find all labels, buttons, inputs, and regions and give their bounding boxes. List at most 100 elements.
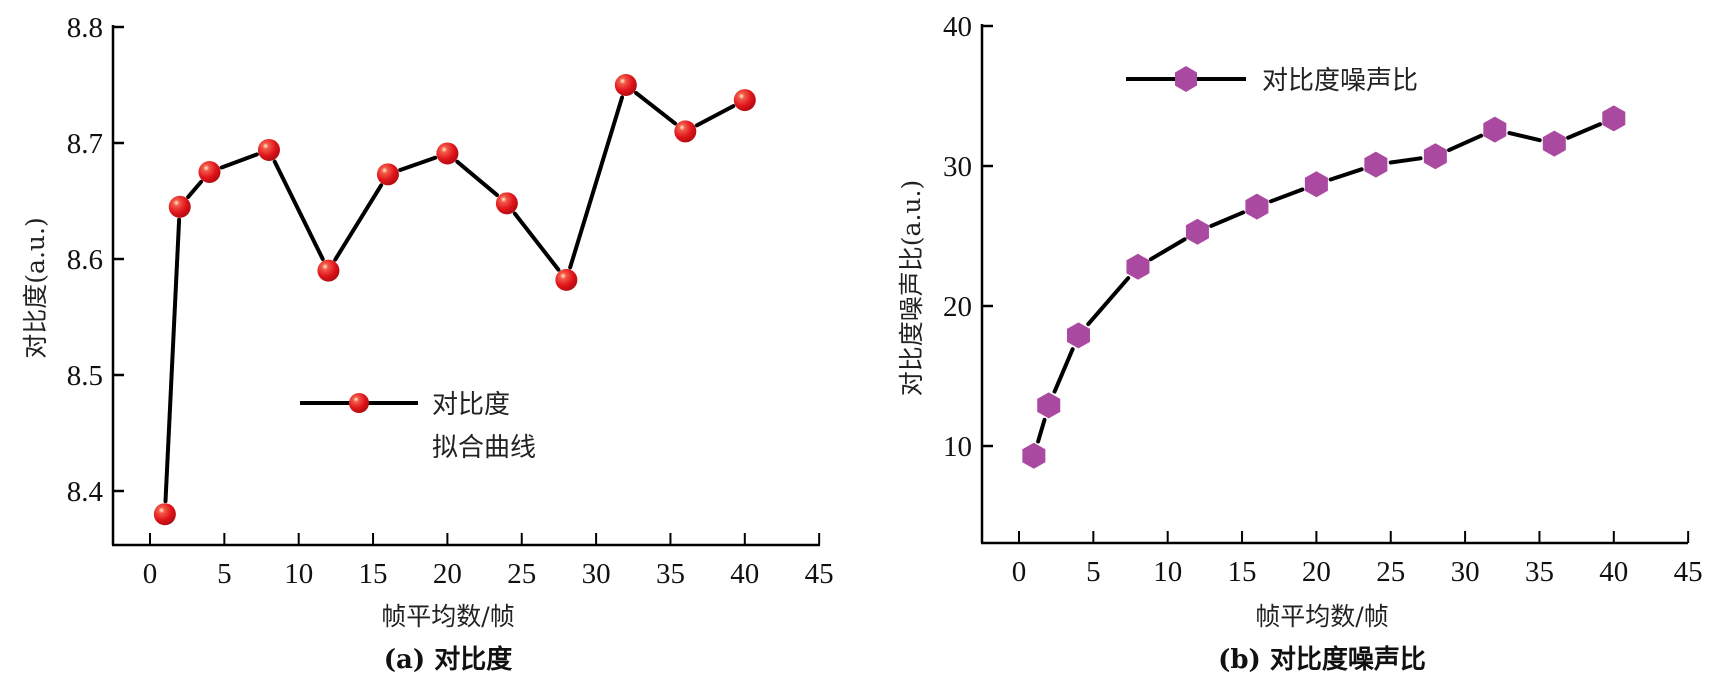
series-segment <box>163 217 182 504</box>
series-segment <box>1388 156 1423 165</box>
chart-a-points <box>153 74 756 526</box>
series-segment <box>512 211 561 272</box>
chart-a-x-axis-title: 帧平均数/帧 <box>381 602 514 631</box>
x-tick-label: 45 <box>805 558 834 590</box>
x-tick-label: 25 <box>507 558 536 590</box>
y-tick-label: 8.5 <box>67 360 103 392</box>
x-tick-label: 5 <box>217 558 232 590</box>
data-point-hexagon <box>1602 105 1626 132</box>
y-tick-label: 40 <box>943 11 972 43</box>
series-segment <box>1268 187 1305 204</box>
x-tick-label: 35 <box>1525 556 1554 588</box>
x-tick-label: 0 <box>1012 556 1027 588</box>
data-point-sphere <box>614 74 637 96</box>
series-segment <box>694 104 736 128</box>
x-tick-label: 30 <box>1451 556 1480 588</box>
legend-marker-sphere <box>349 393 369 413</box>
x-tick-label: 15 <box>359 558 388 590</box>
chart-b-axes <box>980 24 1688 545</box>
y-tick-label: 8.6 <box>67 244 103 276</box>
series-segment <box>219 152 259 170</box>
x-tick-label: 25 <box>1376 556 1405 588</box>
y-tick-label: 8.8 <box>67 12 103 44</box>
data-point-hexagon <box>1364 151 1388 178</box>
chart-b-y-ticks: 10 20 30 40 <box>943 11 993 463</box>
chart-b-series-line <box>1036 122 1602 444</box>
chart-a-x-ticks: 0 5 10 15 20 25 30 35 40 45 <box>143 533 834 590</box>
x-tick-label: 0 <box>143 558 158 590</box>
series-segment <box>272 159 325 261</box>
series-segment <box>1566 122 1602 140</box>
x-tick-label: 40 <box>1599 556 1628 588</box>
data-point-sphere <box>317 259 340 282</box>
x-tick-label: 15 <box>1228 556 1257 588</box>
series-segment <box>1209 210 1246 228</box>
x-tick-label: 30 <box>582 558 611 590</box>
data-point-sphere <box>153 503 176 526</box>
x-tick-label: 10 <box>1153 556 1182 588</box>
data-point-sphere <box>674 120 697 143</box>
data-point-hexagon <box>1245 193 1269 220</box>
chart-b-caption: (b) 对比度噪声比 <box>1218 644 1426 675</box>
legend-label-contrast: 对比度 <box>432 390 510 420</box>
chart-b: 10 20 30 40 0 5 10 15 20 25 30 35 40 45 对比度噪声比 帧平均数/… <box>897 11 1703 675</box>
y-tick-label: 30 <box>943 151 972 183</box>
series-segment <box>1148 237 1187 262</box>
data-point-hexagon <box>1185 218 1209 245</box>
x-tick-label: 35 <box>656 558 685 590</box>
y-tick-label: 8.7 <box>67 128 103 160</box>
series-segment <box>1052 347 1075 394</box>
series-segment <box>568 95 625 270</box>
series-segment <box>1086 276 1131 327</box>
series-segment <box>634 90 678 126</box>
data-point-sphere <box>376 163 399 186</box>
data-point-sphere <box>436 142 459 165</box>
data-point-sphere <box>257 138 280 161</box>
x-tick-label: 20 <box>433 558 462 590</box>
chart-a-series-line <box>163 90 736 504</box>
chart-b-x-ticks: 0 5 10 15 20 25 30 35 40 45 <box>1012 531 1703 588</box>
data-point-sphere <box>733 89 756 112</box>
series-segment <box>1447 133 1484 153</box>
data-point-hexagon <box>1037 392 1061 419</box>
x-tick-label: 45 <box>1674 556 1703 588</box>
chart-b-y-axis-title: 对比度噪声比(a.u.) <box>897 180 926 396</box>
data-point-sphere <box>495 192 518 215</box>
data-point-sphere <box>198 161 221 183</box>
y-tick-label: 10 <box>943 431 972 463</box>
series-segment <box>1507 131 1542 143</box>
y-tick-label: 20 <box>943 291 972 323</box>
chart-a-axes <box>111 25 820 547</box>
data-point-sphere <box>168 195 191 218</box>
x-tick-label: 40 <box>730 558 759 590</box>
chart-a-legend: 对比度 拟合曲线 <box>300 390 536 463</box>
legend-label-cnr: 对比度噪声比 <box>1262 66 1418 96</box>
data-point-sphere <box>555 268 578 291</box>
data-point-hexagon <box>1022 442 1046 469</box>
y-tick-label: 8.4 <box>67 476 104 508</box>
x-tick-label: 5 <box>1086 556 1101 588</box>
legend-label-fit-curve: 拟合曲线 <box>432 433 536 463</box>
chart-a-caption: (a) 对比度 <box>384 644 513 675</box>
data-point-hexagon <box>1542 130 1566 157</box>
x-tick-label: 20 <box>1302 556 1331 588</box>
series-segment <box>186 179 204 199</box>
series-segment <box>1328 167 1364 182</box>
legend-marker-hexagon <box>1175 66 1197 92</box>
data-point-hexagon <box>1483 116 1507 143</box>
data-point-hexagon <box>1304 171 1328 198</box>
x-tick-label: 10 <box>284 558 313 590</box>
series-segment <box>455 159 499 197</box>
data-point-hexagon <box>1066 322 1090 349</box>
chart-b-points <box>1022 105 1626 469</box>
series-segment <box>1036 417 1047 444</box>
chart-a: 8.4 8.5 8.6 8.7 8.8 0 5 10 15 20 25 30 35 40 45 对比度 拟… <box>21 12 834 675</box>
chart-b-legend: 对比度噪声比 <box>1126 66 1418 96</box>
data-point-hexagon <box>1126 253 1150 280</box>
series-segment <box>333 183 384 262</box>
chart-a-y-axis-title: 对比度(a.u.) <box>21 217 50 358</box>
series-segment <box>398 155 438 173</box>
chart-b-x-axis-title: 帧平均数/帧 <box>1255 602 1388 631</box>
chart-a-y-ticks: 8.4 8.5 8.6 8.7 8.8 <box>67 12 124 508</box>
